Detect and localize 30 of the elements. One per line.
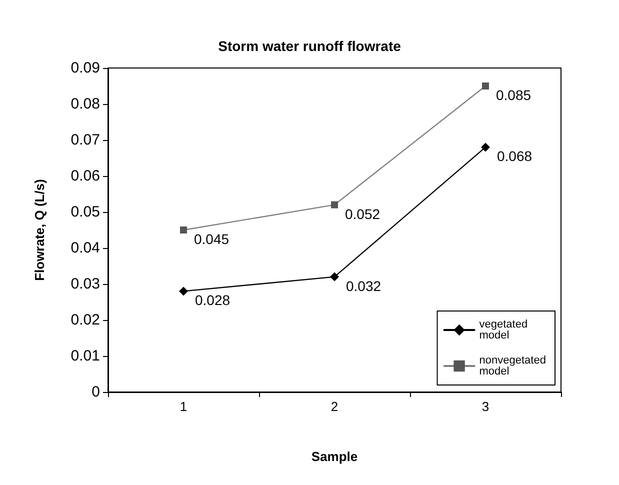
point [481,142,490,152]
x-tick-label: 1 [180,399,188,414]
data-label: 0.085 [496,87,532,103]
y-axis-title: Flowrate, Q (L/s) [32,179,47,281]
data-label: 0.068 [497,148,532,164]
chart-title: Storm water runoff flowrate [218,38,402,54]
point [179,286,188,296]
y-tick-label: 0.06 [70,168,100,184]
point [330,272,339,282]
x-axis-title: Sample [311,449,358,464]
x-tick-label: 2 [330,399,338,414]
legend-label: vegetated model [479,318,531,342]
data-label: 0.045 [194,231,230,247]
point [482,82,489,90]
y-tick-label: 0.09 [70,60,100,76]
y-tick-label: 0.04 [70,240,100,256]
y-tick-label: 0.03 [70,276,100,292]
y-tick-label: 0.05 [70,204,100,220]
legend-label: nonvegetated model [479,354,550,378]
y-tick-label: 0 [92,384,100,400]
data-label: 0.028 [195,292,230,308]
y-tick-label: 0.02 [70,312,100,328]
y-tick-label: 0.07 [70,132,100,148]
point [180,226,187,234]
data-label: 0.052 [345,206,380,222]
data-label: 0.032 [346,278,382,294]
y-tick-label: 0.01 [70,348,100,364]
y-tick-label: 0.08 [70,96,100,112]
point [331,201,338,208]
x-tick-label: 3 [482,399,490,414]
